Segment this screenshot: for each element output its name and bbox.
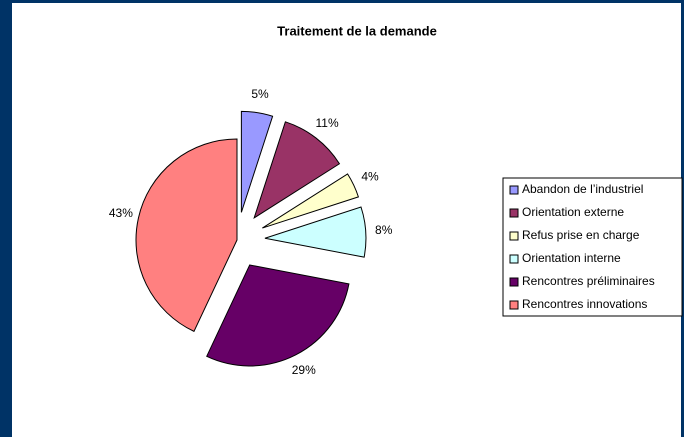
data-label: 5% [251,87,269,101]
legend-swatch [509,277,519,287]
pie-slice [240,110,274,213]
legend-swatch [509,300,519,310]
legend [502,177,683,317]
pie-slice [253,121,341,220]
legend-swatch [509,254,519,264]
legend-label: Rencontres innovations [522,297,647,311]
pie-slice [206,264,350,367]
chart-title: Traitement de la demande [277,23,437,38]
legend-swatch [509,231,519,241]
data-label: 11% [316,116,339,130]
data-label: 29% [292,363,316,377]
legend-label: Refus prise en charge [522,228,640,242]
legend-swatch [509,185,519,195]
data-label: 43% [109,206,133,220]
legend-label: Orientation externe [522,205,624,219]
pie-slice [135,138,238,333]
legend-label: Rencontres préliminaires [522,274,655,288]
data-label: 8% [375,223,393,237]
legend-swatch [509,208,519,218]
pie-slice [264,206,367,258]
legend-label: Orientation interne [522,251,621,265]
pie-slice [262,173,360,229]
legend-label: Abandon de l’industriel [522,182,643,196]
data-label: 4% [361,170,379,184]
